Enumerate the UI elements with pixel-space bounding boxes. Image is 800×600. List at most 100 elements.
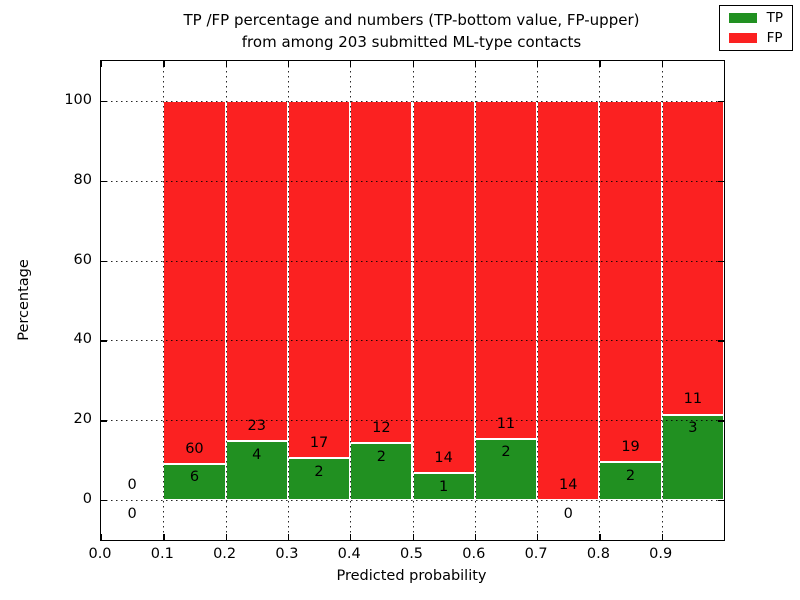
- fp-count-label: 11: [496, 415, 516, 432]
- x-tick-mark: [101, 534, 103, 540]
- x-tick-label: 0.9: [649, 546, 673, 562]
- chart-title: TP /FP percentage and numbers (TP-bottom…: [100, 9, 723, 53]
- plot-area: 0 0 60 6 23 4 17 2 12 2 14 1 11 2 14 0 19 2 11 3: [100, 60, 725, 541]
- fp-count-label: 23: [247, 417, 266, 434]
- y-tick-mark: [101, 500, 107, 502]
- y-tick-label: 60: [73, 251, 92, 268]
- y-tick-label: 0: [82, 491, 92, 508]
- fp-bar-segment: [350, 100, 413, 444]
- y-tick-mark-right: [718, 340, 724, 342]
- legend-row-fp: FP: [727, 30, 783, 46]
- fp-bar-segment: [474, 100, 538, 439]
- x-tick-label: 0.7: [524, 546, 548, 562]
- fp-bar-segment: [537, 100, 600, 501]
- fp-legend-label: FP: [766, 30, 783, 46]
- fp-legend-swatch: [727, 32, 758, 44]
- y-axis-label-wrap: Percentage: [6, 60, 42, 539]
- x-gridline: [412, 61, 414, 540]
- legend: TP FP: [718, 5, 793, 51]
- x-tick-label: 0.4: [337, 546, 361, 562]
- x-tick-mark-top: [474, 61, 477, 67]
- y-axis-label: Percentage: [16, 258, 33, 341]
- x-gridline: [287, 61, 289, 540]
- chart-title-line2: from among 203 submitted ML-type contact…: [241, 33, 582, 51]
- x-gridline: [225, 61, 227, 540]
- x-tick-label: 0.1: [150, 546, 174, 562]
- fp-count-label: 0: [127, 476, 137, 493]
- fp-count-label: 17: [309, 434, 329, 451]
- y-tick-mark: [101, 180, 107, 183]
- y-gridline: [101, 180, 724, 182]
- x-tick-label: 0.5: [399, 546, 424, 562]
- y-tick-mark-right: [718, 180, 724, 183]
- y-gridline: [101, 500, 724, 502]
- x-gridline: [163, 61, 165, 540]
- tp-count-label: 0: [127, 505, 137, 522]
- tp-count-label: 6: [189, 469, 200, 486]
- y-tick-mark-right: [718, 500, 724, 502]
- tp-count-label: 3: [688, 420, 698, 437]
- fp-count-label: 12: [372, 419, 391, 436]
- x-tick-label: 0.6: [462, 546, 486, 562]
- tp-bar-segment: [474, 438, 538, 501]
- tp-legend-swatch: [727, 12, 758, 24]
- fp-bar-segment: [287, 100, 351, 459]
- tp-count-label: 4: [252, 446, 262, 463]
- x-tick-label: 0.2: [213, 546, 237, 562]
- x-tick-label: 0.3: [275, 546, 299, 562]
- fp-bar-segment: [225, 100, 288, 441]
- tp-count-label: 2: [501, 444, 511, 461]
- y-tick-mark-right: [718, 260, 724, 262]
- x-tick-mark: [163, 534, 165, 540]
- fp-count-label: 14: [434, 450, 453, 467]
- x-tick-mark-top: [661, 61, 663, 67]
- y-gridline: [101, 340, 724, 342]
- tp-legend-label: TP: [766, 10, 783, 26]
- fp-bar-segment: [412, 100, 475, 474]
- x-tick-mark: [537, 534, 539, 540]
- tp-bar-segment: [225, 440, 288, 501]
- y-tick-label: 100: [64, 91, 92, 108]
- y-tick-mark: [101, 420, 107, 422]
- x-tick-mark: [661, 534, 663, 540]
- x-tick-mark: [287, 534, 290, 540]
- y-tick-mark: [101, 260, 107, 262]
- x-gridline: [599, 61, 601, 540]
- tp-bar-segment: [661, 414, 724, 501]
- x-tick-mark-top: [225, 61, 227, 67]
- x-tick-mark-top: [537, 61, 539, 67]
- tp-count-label: 2: [625, 467, 636, 484]
- x-tick-mark-top: [599, 61, 601, 67]
- x-gridline: [661, 61, 663, 540]
- y-tick-label: 40: [73, 331, 92, 348]
- x-axis-label: Predicted probability: [336, 568, 487, 584]
- y-tick-mark: [101, 340, 107, 342]
- y-tick-label: 20: [73, 411, 92, 428]
- x-tick-mark-top: [101, 61, 103, 67]
- x-tick-mark-top: [412, 61, 414, 67]
- x-tick-label: 0.0: [88, 546, 112, 562]
- x-tick-mark: [474, 534, 477, 540]
- fp-bar-segment: [599, 100, 662, 463]
- y-gridline: [101, 420, 724, 422]
- y-tick-label: 80: [73, 171, 92, 188]
- tp-bar-segment: [163, 463, 226, 501]
- fp-bar-segment: [661, 100, 724, 415]
- x-tick-mark-top: [287, 61, 290, 67]
- fp-count-label: 19: [621, 438, 640, 455]
- legend-row-tp: TP: [727, 10, 783, 26]
- x-tick-mark-top: [163, 61, 165, 67]
- chart-title-line1: TP /FP percentage and numbers (TP-bottom…: [183, 11, 640, 29]
- x-tick-mark: [412, 534, 414, 540]
- y-gridline: [101, 260, 724, 262]
- tp-count-label: 1: [439, 479, 449, 496]
- y-tick-mark-right: [718, 100, 724, 103]
- x-tick-mark-top: [350, 61, 352, 67]
- x-gridline: [350, 61, 352, 540]
- fp-count-label: 60: [185, 440, 204, 457]
- fp-count-label: 14: [559, 476, 578, 493]
- x-tick-mark: [350, 534, 352, 540]
- fp-bar-segment: [163, 100, 226, 464]
- x-gridline: [537, 61, 539, 540]
